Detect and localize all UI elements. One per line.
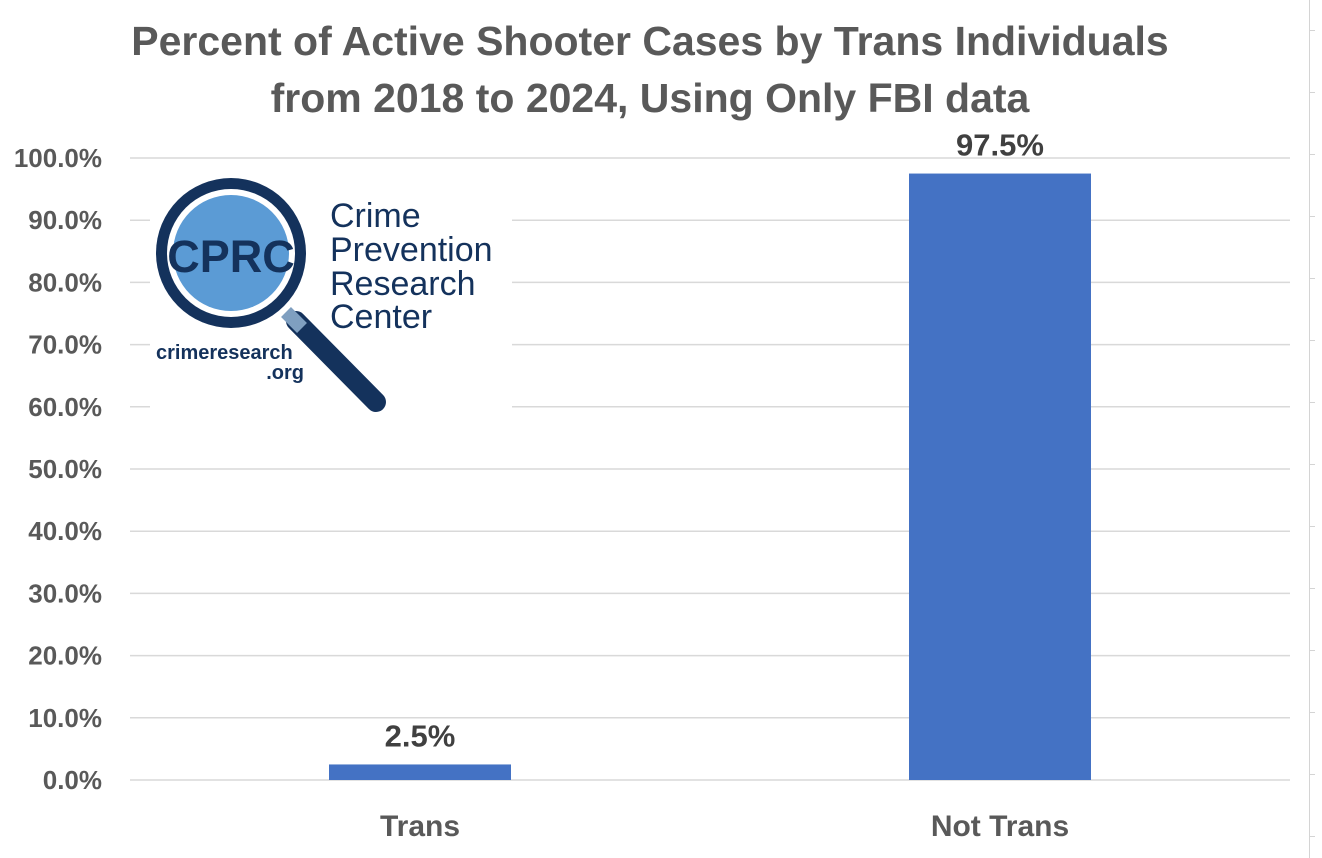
logo-name-line-1: Crime: [330, 197, 421, 235]
edge-tick: [1309, 30, 1315, 31]
y-tick-label: 100.0%: [14, 143, 102, 173]
chart-title-line-1: Percent of Active Shooter Cases by Trans…: [131, 18, 1169, 64]
logo-initials: CPRC: [167, 231, 295, 282]
y-tick-label: 30.0%: [28, 578, 102, 608]
edge-tick: [1309, 588, 1315, 589]
data-labels: 2.5% 97.5%: [385, 128, 1044, 754]
bar-not-trans: [909, 173, 1091, 781]
y-axis-tick-labels: 0.0% 10.0% 20.0% 30.0% 40.0% 50.0% 60.0% 70.0% 8…: [14, 143, 102, 795]
y-tick-label: 10.0%: [28, 703, 102, 733]
edge-tick: [1309, 154, 1315, 155]
x-category-label: Trans: [380, 810, 460, 843]
y-tick-label: 50.0%: [28, 454, 102, 484]
right-edge-strip: [1309, 0, 1322, 858]
logo-name-line-2: Prevention: [330, 231, 493, 269]
y-tick-label: 80.0%: [28, 267, 102, 297]
x-axis-category-labels: Trans Not Trans: [380, 810, 1069, 843]
y-tick-label: 40.0%: [28, 516, 102, 546]
edge-tick: [1309, 526, 1315, 527]
edge-tick: [1309, 278, 1315, 279]
edge-tick: [1309, 464, 1315, 465]
y-tick-label: 90.0%: [28, 205, 102, 235]
data-label: 2.5%: [385, 718, 456, 753]
chart-title-line-2: from 2018 to 2024, Using Only FBI data: [270, 75, 1030, 121]
logo-site-line-1: crimeresearch: [156, 342, 293, 364]
edge-tick: [1309, 92, 1315, 93]
bar-trans: [329, 764, 511, 780]
edge-tick: [1309, 402, 1315, 403]
edge-tick: [1309, 774, 1315, 775]
logo-site-line-2: .org: [266, 362, 304, 384]
edge-tick: [1309, 836, 1315, 837]
cprc-logo: CPRC Crime Prevention Research Center cr…: [150, 172, 512, 412]
y-tick-label: 60.0%: [28, 392, 102, 422]
edge-tick: [1309, 650, 1315, 651]
magnifier-neck: [281, 307, 307, 333]
data-label: 97.5%: [956, 128, 1044, 163]
logo-name-line-3: Research: [330, 265, 476, 303]
edge-tick: [1309, 216, 1315, 217]
magnifier-handle: [286, 311, 386, 412]
logo-name-line-4: Center: [330, 298, 432, 336]
x-category-label: Not Trans: [931, 810, 1069, 843]
y-tick-label: 70.0%: [28, 330, 102, 360]
edge-tick: [1309, 712, 1315, 713]
magnifier-lens: [173, 195, 289, 311]
y-tick-label: 20.0%: [28, 641, 102, 671]
y-tick-label: 0.0%: [43, 765, 102, 795]
edge-tick: [1309, 340, 1315, 341]
bars: [329, 173, 1091, 781]
